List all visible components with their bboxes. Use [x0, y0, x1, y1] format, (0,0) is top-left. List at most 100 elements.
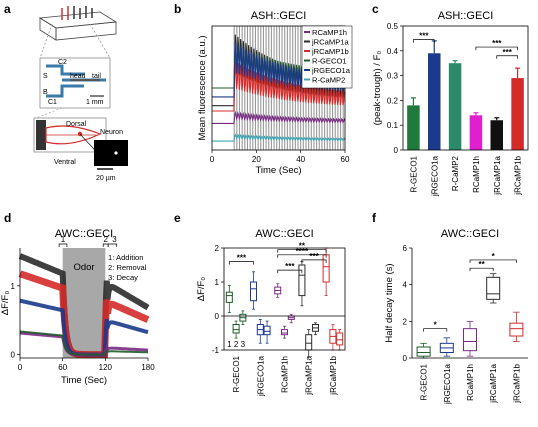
chart-c-frame [402, 25, 529, 151]
label-s: S [43, 73, 48, 80]
panel-label-b: b [174, 2, 181, 16]
significance-bracket [423, 328, 448, 332]
significance-bracket [301, 259, 327, 263]
y-tick-label: 6 [403, 244, 408, 253]
y-tick-label: 1 [11, 282, 16, 291]
label-ventral: Ventral [54, 159, 76, 166]
x-category-label: jRCaMP1a [305, 355, 314, 395]
y-axis-label: ΔF/F₀ [0, 291, 11, 316]
phase-label: 1 [227, 340, 232, 349]
box-jrcamp1b [336, 332, 344, 346]
legend-label-r-camp2: R-CaMP2 [312, 76, 345, 85]
phase-bracket [58, 243, 68, 247]
phase-marker: 2 [103, 235, 108, 244]
x-tick-label: 0 [210, 155, 215, 164]
significance-label: * [492, 252, 496, 261]
bar-jrgeco1a [428, 53, 441, 150]
box-jrgeco1a [263, 325, 271, 336]
significance-label: *** [502, 48, 512, 57]
label-dorsal: Dorsal [66, 121, 87, 128]
y-tick-label: 0 [403, 354, 408, 363]
x-tick-label: 60 [58, 363, 67, 372]
series-line-r-camp2 [212, 133, 346, 142]
bar-r-camp2 [448, 63, 462, 151]
y-tick-label: 0 [11, 351, 16, 360]
box-jrcamp1b [509, 322, 524, 337]
x-category-label: jRGECO1a [443, 363, 452, 405]
box-jrcamp1b [322, 254, 330, 283]
y-axis-label: Mean fluorescence (a.u.) [197, 35, 208, 140]
neuron-spot [114, 151, 118, 155]
y-tick-label: 0.1 [387, 121, 399, 130]
label-20um: 20 µm [96, 175, 116, 182]
box-rcamp1h [281, 329, 288, 336]
label-c1: C1 [48, 99, 57, 106]
significance-bracket [413, 39, 435, 43]
label-c2: C2 [58, 59, 67, 66]
x-category-label: R-GECO1 [409, 155, 418, 192]
legend-label-rcamp1h: RCaMP1h [312, 28, 347, 37]
panel-label-a: a [4, 2, 11, 16]
series-line-rcamp1h [212, 110, 346, 124]
y-tick-label: 4 [403, 281, 408, 290]
significance-label: *** [285, 262, 295, 271]
y-tick-label: 0 [215, 312, 220, 321]
x-tick-label: 0 [18, 363, 23, 372]
legend-label-jrgeco1a: jRGECO1a [311, 66, 351, 75]
bar-jrcamp1a [490, 120, 503, 150]
significance-label: ** [299, 242, 306, 251]
y-axis-label: ΔF/F₀ [196, 277, 207, 302]
x-category-label: R-GECO1 [232, 355, 241, 392]
significance-bracket [228, 261, 254, 265]
significance-bracket [277, 254, 327, 258]
x-category-label: RCaMP1h [472, 156, 481, 193]
y-tick-label: 2 [403, 317, 408, 326]
phase-legend-entry: 2: Removal [108, 263, 147, 272]
x-category-label: RCaMP1h [281, 356, 290, 393]
label-neuron: Neuron [100, 129, 123, 136]
significance-label: * [434, 321, 438, 330]
legend-label-jrcamp1b: jRCaMP1b [311, 47, 349, 56]
phase-bracket [102, 243, 109, 247]
box-jrcamp1a [298, 264, 306, 297]
panel-label-e: e [174, 211, 181, 225]
chart-d-title: AWC::GECI [55, 228, 113, 240]
x-tick-label: 120 [99, 363, 113, 372]
x-category-label: jRCaMP1a [493, 155, 502, 195]
y-axis-label: Half decay time (s) [384, 263, 395, 342]
x-tick-label: 60 [341, 155, 350, 164]
significance-bracket [475, 46, 518, 51]
x-category-label: jRCaMP1b [512, 363, 521, 403]
y-tick-label: 0.3 [387, 72, 399, 81]
chart-e-title: AWC::GECI [255, 228, 313, 240]
x-axis-label: Time (Sec) [255, 165, 301, 176]
box-jrcamp1a [486, 276, 501, 300]
label-b: B [43, 89, 48, 96]
x-tick-label: 40 [296, 155, 305, 164]
box-rcamp1h [463, 328, 477, 352]
box-jrcamp1a [305, 334, 313, 351]
bar-r-geco1 [407, 105, 420, 150]
chart-e-frame [223, 247, 346, 351]
significance-bracket [496, 55, 518, 59]
y-axis-label: (peak-trough) / F₀ [372, 51, 383, 126]
channel-detail-drawing [39, 57, 111, 109]
box-r-geco1 [232, 324, 240, 334]
significance-bracket [277, 249, 327, 253]
chart-f-title: AWC::GECI [441, 228, 499, 240]
phase-label: 3 [241, 340, 246, 349]
significance-bracket [469, 267, 494, 272]
x-category-label: RCaMP1h [466, 364, 475, 401]
x-category-label: R-CaMP2 [451, 155, 460, 191]
significance-label: *** [492, 39, 502, 48]
label-1mm: 1 mm [86, 99, 104, 106]
significance-bracket [469, 259, 517, 263]
panel-label-c: c [372, 2, 379, 16]
significance-bracket [277, 269, 303, 274]
y-tick-label: 0.2 [387, 96, 399, 105]
y-tick-label: 1 [215, 278, 220, 287]
